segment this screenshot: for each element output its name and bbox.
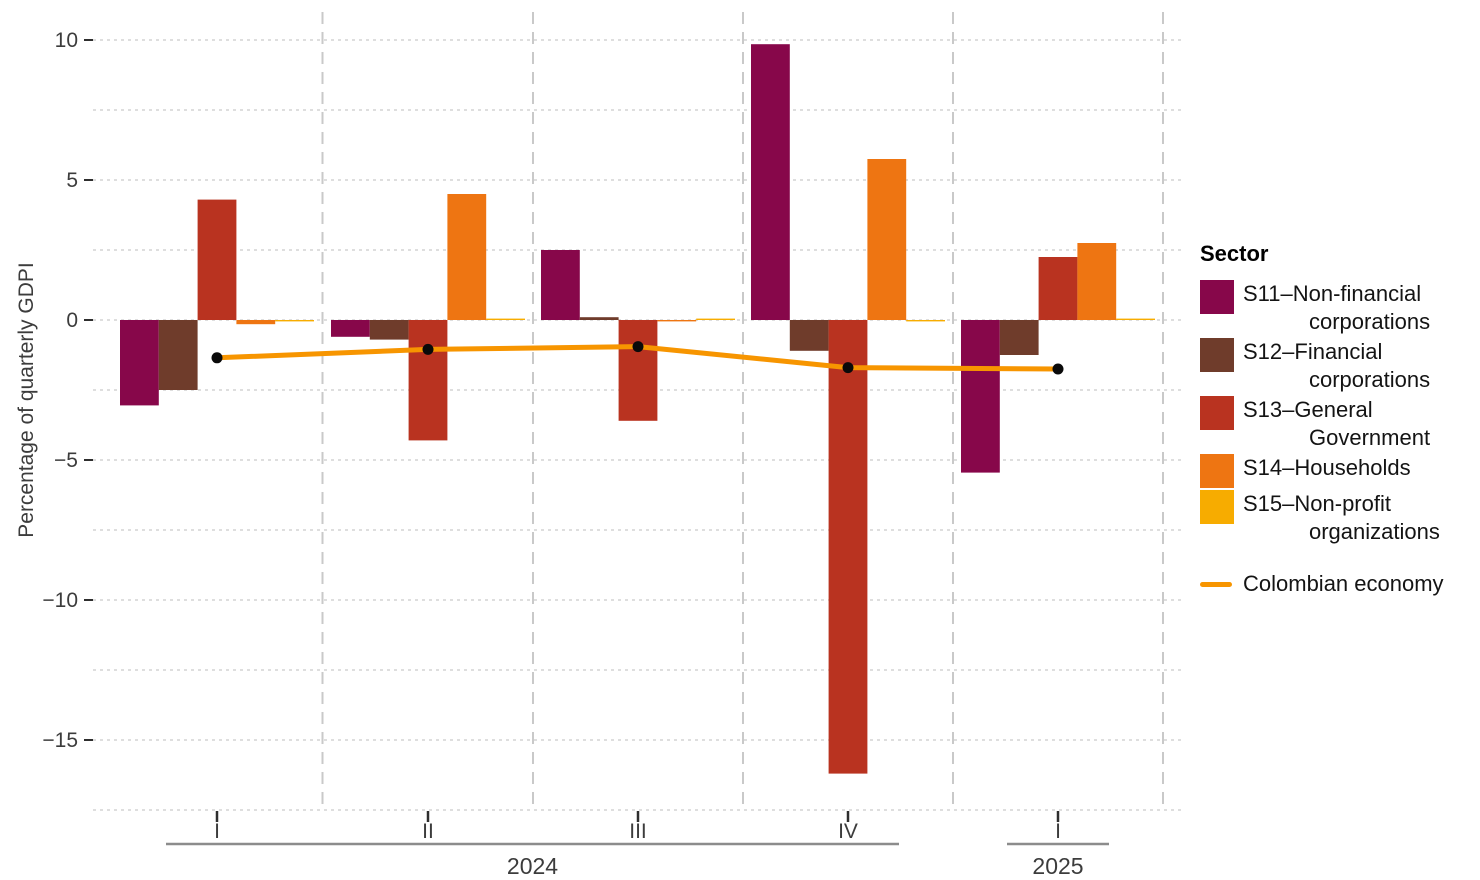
- economy-point-q5: [1052, 363, 1064, 375]
- legend-line-swatch: [1200, 581, 1232, 587]
- x-tick-label-q3: III: [629, 820, 647, 843]
- bar-s14-q3: [657, 320, 697, 322]
- y-axis-title: Percentage of quarterly GDPI: [15, 262, 38, 538]
- bar-s13-q4: [828, 320, 868, 774]
- bar-s13-q5: [1038, 257, 1078, 320]
- legend-swatch-s14: [1200, 454, 1234, 488]
- bars: [120, 44, 1155, 774]
- bar-s14-q5: [1077, 243, 1117, 320]
- y-tick-label: 10: [55, 29, 78, 52]
- legend-item-s11: S11–Non-financial corporations: [1200, 280, 1476, 336]
- legend-item-economy: Colombian economy: [1200, 570, 1476, 598]
- x-tick-label-q1: I: [214, 820, 220, 843]
- bar-s15-q2: [486, 318, 525, 320]
- legend-item-s13: S13–General Government: [1200, 396, 1476, 452]
- y-tick-label: 0: [66, 309, 78, 332]
- y-tick-label: 5: [66, 169, 78, 192]
- legend-label: S14–Households: [1243, 455, 1411, 480]
- y-tick-label: −5: [54, 449, 78, 472]
- year-label-2024: 2024: [507, 853, 558, 879]
- legend: Sector S11–Non-financial corporations S12–…: [1200, 240, 1476, 598]
- h-gridlines: [93, 39, 1185, 811]
- bar-s11-q1: [120, 320, 159, 406]
- bar-s15-q4: [906, 320, 945, 322]
- legend-swatch-s12: [1200, 338, 1234, 372]
- x-tick-label-q4: IV: [838, 820, 858, 843]
- legend-swatch-s15: [1200, 490, 1234, 524]
- legend-item-s12: S12–Financial corporations: [1200, 338, 1476, 394]
- economy-points: [211, 341, 1064, 375]
- bar-s11-q5: [961, 320, 1000, 473]
- bar-s15-q5: [1116, 318, 1155, 320]
- bar-s12-q2: [369, 320, 409, 340]
- bar-s14-q1: [236, 320, 276, 325]
- bar-s14-q4: [867, 159, 907, 320]
- y-tick-label: −15: [42, 729, 78, 752]
- bar-s14-q2: [447, 194, 487, 320]
- bar-s13-q3: [618, 320, 658, 421]
- bar-s15-q1: [275, 320, 314, 322]
- economy-point-q3: [632, 341, 644, 353]
- legend-label: S15–Non-profit organizations: [1243, 491, 1440, 544]
- legend-items: S11–Non-financial corporations S12–Financi…: [1200, 280, 1476, 598]
- legend-label: S13–General Government: [1243, 397, 1431, 450]
- v-gridlines: [321, 12, 1164, 810]
- y-axis: 10 5 0 −5 −10 −15: [42, 29, 93, 752]
- legend-title: Sector: [1200, 241, 1269, 266]
- economy-point-q1: [211, 352, 223, 364]
- year-label-2025: 2025: [1032, 853, 1083, 879]
- bar-s12-q4: [789, 320, 829, 351]
- bar-s11-q3: [541, 250, 580, 320]
- bar-s12-q3: [579, 317, 619, 320]
- bar-s15-q3: [696, 318, 735, 320]
- legend-label: S12–Financial corporations: [1243, 339, 1431, 392]
- bar-s13-q2: [408, 320, 448, 441]
- legend-swatch-s13: [1200, 396, 1234, 430]
- legend-swatch-s11: [1200, 280, 1234, 314]
- legend-label-economy: Colombian economy: [1243, 571, 1444, 596]
- bar-s13-q1: [197, 199, 237, 320]
- legend-item-s15: S15–Non-profit organizations: [1200, 490, 1476, 546]
- bar-s11-q2: [331, 320, 370, 337]
- x-tick-label-q5: I: [1055, 820, 1061, 843]
- economy-point-q4: [842, 362, 854, 374]
- economy-point-q2: [422, 343, 434, 355]
- bar-s12-q1: [158, 320, 198, 390]
- y-tick-label: −10: [42, 589, 78, 612]
- legend-item-s14: S14–Households: [1200, 454, 1476, 488]
- legend-label: S11–Non-financial corporations: [1243, 281, 1431, 334]
- bar-s11-q4: [751, 44, 790, 320]
- x-tick-label-q2: II: [422, 820, 434, 843]
- bar-s12-q5: [999, 320, 1039, 355]
